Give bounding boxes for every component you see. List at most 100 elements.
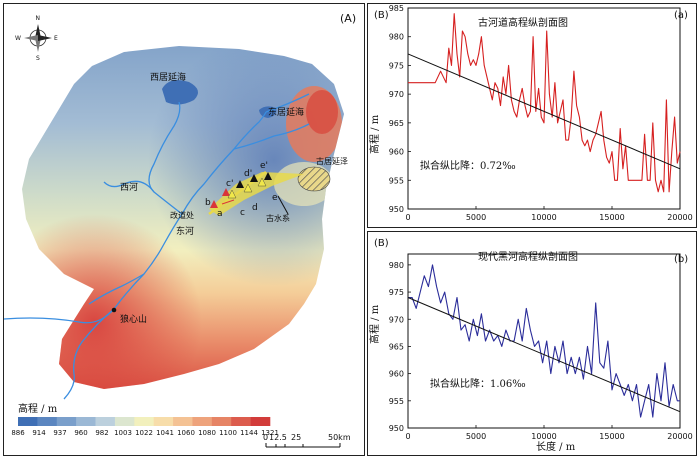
label-gaidaoguan: 改道处 (170, 210, 194, 220)
legend-swatch-9 (192, 417, 213, 426)
chart-a-panel-label: (B) (374, 10, 389, 21)
scale-label-0: 0 (263, 433, 268, 442)
chart-a-xtick-label: 15000 (599, 213, 624, 222)
legend-tick-label: 1041 (156, 429, 174, 437)
chart-a-svg: (B) (a) 古河道高程纵剖面图 拟合纵比降：0.72‰ 高程 / m 0 50… (368, 4, 693, 222)
point-label-e-prime: e' (260, 161, 268, 171)
map-panel: a b c d e c' d' e' 西居延海 东居延海 古居延泽 西河 东河 … (3, 3, 365, 456)
label-langxinshan: 狼心山 (120, 313, 147, 325)
scale-bar: 0 12.5 25 50km (263, 433, 351, 448)
legend-tick-label: 1080 (198, 429, 216, 437)
chart-b-svg: (B) (b) 现代黑河高程纵剖面图 拟合纵比降：1.06‰ 高程 / m 长度… (368, 238, 693, 453)
chart-a-ytick-label: 975 (389, 61, 404, 70)
chart-a-corner-label: (a) (674, 10, 688, 21)
legend-tick-label: 1060 (177, 429, 195, 437)
chart-a-annotation: 拟合纵比降：0.72‰ (420, 159, 516, 172)
elevation-map: a b c d e c' d' e' 西居延海 东居延海 古居延泽 西河 东河 … (3, 12, 356, 448)
point-label-b: b (205, 198, 211, 208)
legend-swatch-7 (153, 417, 174, 426)
legend-tick-label: 1022 (135, 429, 153, 437)
chart-b-ytick-label: 960 (389, 370, 404, 379)
chart-a-xtick-label: 5000 (466, 213, 486, 222)
point-label-a: a (217, 209, 223, 219)
chart-a-ytick-label: 950 (389, 205, 404, 214)
chart-b-xlabel: 长度 / m (536, 440, 576, 453)
compass-rose: N S E W (15, 15, 58, 62)
scale-label-50km: 50km (328, 433, 351, 442)
chart-b-xtick-label: 10000 (531, 432, 556, 441)
legend-tick-label: 1321 (261, 429, 279, 437)
point-label-d-prime: d' (244, 169, 252, 179)
legend-tick-label: 914 (32, 429, 46, 437)
chart-b-trend-line (407, 297, 681, 413)
chart-b-ytick-label: 965 (389, 342, 404, 351)
legend-tick-label: 960 (74, 429, 87, 437)
chart-a-series-line (408, 13, 681, 193)
chart-a-xtick-label: 20000 (667, 213, 692, 222)
legend-tick-label: 886 (11, 429, 25, 437)
chart-a-ytick-label: 955 (389, 176, 404, 185)
label-west-river: 西河 (120, 181, 138, 193)
chart-b-xtick-label: 0 (405, 432, 410, 441)
legend-swatch-0 (18, 417, 38, 426)
chart-a-xtick-label: 0 (405, 213, 410, 222)
chart-b-xtick-label: 5000 (466, 432, 486, 441)
legend-tick-label: 1003 (114, 429, 132, 437)
legend-swatch-12 (250, 417, 271, 426)
compass-w: W (15, 35, 21, 42)
chart-b-ytick-label: 980 (389, 261, 404, 270)
chart-a-ytick-label: 965 (389, 119, 404, 128)
legend-swatch-2 (56, 417, 77, 426)
scale-label-12-5: 12.5 (269, 433, 287, 442)
legend-ticks: 886 914 937 960 982 1003 1022 1041 1060 1080 1100 1… (11, 429, 279, 437)
legend-tick-label: 937 (53, 429, 66, 437)
point-label-e: e (272, 193, 278, 203)
legend-tick-label: 1144 (240, 429, 258, 437)
legend-swatch-5 (114, 417, 135, 426)
chart-modern-river-profile: (B) (b) 现代黑河高程纵剖面图 拟合纵比降：1.06‰ 高程 / m 长度… (367, 231, 697, 456)
legend-swatch-6 (134, 417, 154, 426)
label-ancient-juyan-ze: 古居延泽 (316, 156, 348, 166)
chart-b-ytick-label: 950 (389, 424, 404, 433)
chart-a-ytick-label: 985 (389, 4, 404, 13)
chart-b-ylabel: 高程 / m (368, 304, 381, 344)
legend-swatch-8 (173, 417, 193, 426)
chart-a-ytick-label: 980 (389, 33, 404, 42)
legend-swatch-4 (95, 417, 116, 426)
legend-swatch-11 (231, 417, 251, 426)
chart-b-annotation: 拟合纵比降：1.06‰ (430, 377, 526, 390)
river-network (3, 93, 310, 400)
section-markers (210, 172, 272, 208)
label-ancient-water-system: 古水系 (266, 213, 290, 223)
west-juyan-lake (162, 80, 198, 105)
compass-s: S (36, 55, 40, 62)
chart-b-xtick-label: 15000 (599, 432, 624, 441)
chart-b-panel-label: (B) (374, 238, 389, 249)
scale-label-25: 25 (291, 433, 301, 442)
chart-b-ytick-label: 955 (389, 397, 404, 406)
legend-swatch-3 (76, 417, 96, 426)
label-east-juyan-lake: 东居延海 (268, 106, 304, 118)
label-east-river: 东河 (176, 225, 194, 237)
chart-a-trend-line (407, 53, 681, 170)
chart-ancient-river-profile: (B) (a) 古河道高程纵剖面图 拟合纵比降：0.72‰ 高程 / m 0 50… (367, 3, 697, 228)
compass-n: N (36, 15, 41, 22)
legend-title: 高程 / m (18, 402, 58, 415)
chart-a-title: 古河道高程纵剖面图 (478, 16, 568, 29)
chart-a-ytick-label: 960 (389, 148, 404, 157)
chart-b-ytick-label: 970 (389, 315, 404, 324)
label-west-juyan-lake: 西居延海 (150, 71, 186, 83)
chart-b-xtick-label: 20000 (667, 432, 692, 441)
point-label-d: d (252, 203, 258, 213)
ancient-juyan-ze-area (297, 166, 331, 192)
chart-b-ytick-label: 975 (389, 288, 404, 297)
legend-tick-label: 1100 (219, 429, 237, 437)
ancient-water-pointer (277, 195, 289, 215)
chart-a-ytick-label: 970 (389, 90, 404, 99)
chart-b-title: 现代黑河高程纵剖面图 (478, 250, 578, 263)
compass-e: E (54, 35, 58, 42)
legend-colorbar (18, 417, 271, 426)
legend-swatch-10 (211, 417, 232, 426)
legend-swatch-1 (37, 417, 58, 426)
point-label-c-prime: c' (226, 179, 233, 189)
